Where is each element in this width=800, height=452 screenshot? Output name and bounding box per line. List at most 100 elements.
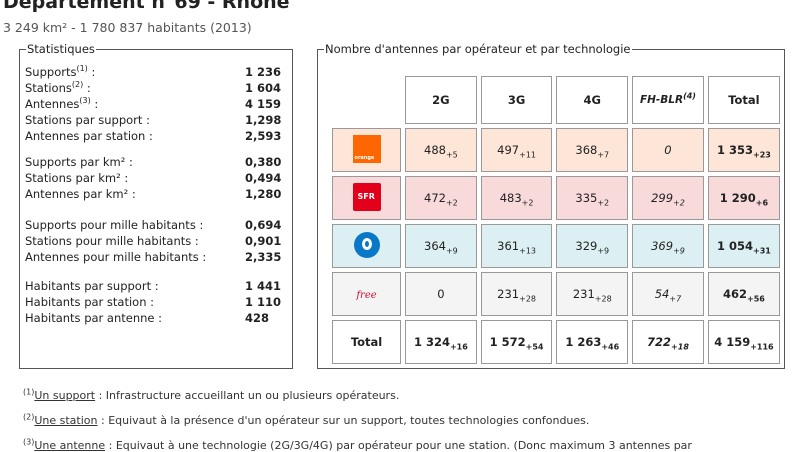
table-cell: 335+2 [556, 176, 629, 220]
stat-value: 0,694 [245, 218, 282, 232]
stat-value: 0,494 [245, 171, 282, 185]
footnote-term: Un support [34, 389, 96, 402]
stat-value: 0,901 [245, 234, 282, 248]
table-cell: 54+7 [632, 272, 704, 316]
table-cell-total: 722+18 [632, 320, 704, 364]
stat-label: Supports par km² : [25, 155, 133, 169]
stat-label: Antennes [25, 97, 80, 111]
orange-logo: orange [332, 128, 402, 172]
stat-label: Antennes par km² : [25, 187, 136, 201]
table-cell: 299+2 [632, 176, 704, 220]
table-cell: 483+2 [480, 176, 553, 220]
stat-label: Antennes par station : [25, 129, 153, 143]
free-logo: free [332, 272, 402, 316]
column-header-fh-blr: FH-BLR(4) [632, 76, 704, 124]
stat-value: 1,298 [245, 113, 282, 127]
antennas-box: Nombre d'antennes par opérateur et par t… [317, 43, 785, 369]
table-cell-total: 1 324+16 [405, 320, 477, 364]
stat-row: Antennes par km² : 1,280 [25, 187, 287, 201]
stat-label: Stations [25, 81, 72, 95]
table-cell-grand-total: 4 159+116 [707, 320, 780, 364]
table-cell: 0 [405, 272, 477, 316]
footnote-ref: (1) [76, 64, 88, 74]
table-cell-total: 462+56 [707, 272, 780, 316]
column-header-2g: 2G [405, 76, 477, 124]
antennas-table: 2G 3G 4G FH-BLR(4) Total orange 488+5 49… [328, 72, 784, 368]
stat-label: Stations pour mille habitants : [25, 234, 199, 248]
column-header-4g: 4G [556, 76, 629, 124]
stat-row: Antennes par station : 2,593 [25, 129, 287, 143]
table-cell-total: 1 054+31 [707, 224, 780, 268]
stat-row-antennes: Antennes(3) : 4 159 [25, 97, 287, 111]
stat-row: Stations par km² : 0,494 [25, 171, 287, 185]
stat-label: Supports pour mille habitants : [25, 218, 204, 232]
stat-label-tail: : [90, 97, 99, 111]
table-cell: 231+28 [556, 272, 629, 316]
stat-row-stations: Stations(2) : 1 604 [25, 81, 287, 95]
table-row-free: free 0 231+28 231+28 54+7 462+56 [332, 272, 780, 316]
stat-value: 1 441 [245, 279, 282, 293]
bouygues-logo [332, 224, 402, 268]
stat-label-tail: : [83, 81, 91, 95]
footnote-ref: (4) [683, 91, 696, 101]
stat-row: Supports par km² : 0,380 [25, 155, 287, 169]
statistics-legend: Statistiques [27, 42, 95, 56]
footnote-2: (2)Une station : Equivaut à la présence … [23, 412, 590, 427]
stat-row: Habitants par support : 1 441 [25, 279, 287, 293]
stat-value: 2,593 [245, 129, 282, 143]
table-cell: 329+9 [556, 224, 629, 268]
stat-row-supports: Supports(1) : 1 236 [25, 65, 287, 79]
table-row-bouygues: 364+9 361+13 329+9 369+9 1 054+31 [332, 224, 780, 268]
stat-label: Stations par km² : [25, 171, 129, 185]
table-row-sfr: SFR 472+2 483+2 335+2 299+2 1 290+6 [332, 176, 780, 220]
stat-row: Stations par support : 1,298 [25, 113, 287, 127]
footnote-3: (3)Une antenne : Equivaut à une technolo… [23, 437, 692, 452]
stat-value: 1 236 [245, 65, 282, 79]
footnote-term: Une antenne [34, 439, 106, 452]
footnote-term: Une station [34, 414, 98, 427]
stat-label: Habitants par antenne : [25, 311, 163, 325]
table-cell: 231+28 [480, 272, 553, 316]
total-row-label: Total [332, 320, 402, 364]
table-cell: 361+13 [480, 224, 553, 268]
stat-row: Antennes pour mille habitants : 2,335 [25, 250, 287, 264]
table-cell: 368+7 [556, 128, 629, 172]
table-cell-total: 1 353+23 [707, 128, 780, 172]
stat-label: Habitants par support : [25, 279, 159, 293]
table-row-orange: orange 488+5 497+11 368+7 0 1 353+23 [332, 128, 780, 172]
stat-label: Stations par support : [25, 113, 150, 127]
table-cell: 0 [632, 128, 704, 172]
table-cell: 364+9 [405, 224, 477, 268]
footnote-ref: (3) [79, 96, 91, 106]
sfr-logo: SFR [332, 176, 402, 220]
footnote-1: (1)Un support : Infrastructure accueilla… [23, 387, 400, 402]
stat-value: 0,380 [245, 155, 282, 169]
stat-row: Stations pour mille habitants : 0,901 [25, 234, 287, 248]
table-cell-total: 1 263+46 [556, 320, 629, 364]
stat-value: 4 159 [245, 97, 282, 111]
antennas-legend: Nombre d'antennes par opérateur et par t… [325, 42, 631, 56]
page-subtitle: 3 249 km² - 1 780 837 habitants (2013) [3, 20, 252, 35]
stat-label: Supports [25, 65, 77, 79]
stat-value: 1,280 [245, 187, 282, 201]
stat-value: 428 [245, 311, 270, 325]
table-row-total: Total 1 324+16 1 572+54 1 263+46 722+18 … [332, 320, 780, 364]
stat-value: 2,335 [245, 250, 282, 264]
table-cell-total: 1 572+54 [480, 320, 553, 364]
table-cell: 472+2 [405, 176, 477, 220]
column-header-total: Total [707, 76, 780, 124]
stat-label: Antennes pour mille habitants : [25, 250, 207, 264]
stat-value: 1 110 [245, 295, 282, 309]
footnote-ref: (2) [71, 80, 84, 90]
table-cell: 369+9 [632, 224, 704, 268]
table-cell: 497+11 [480, 128, 553, 172]
statistics-box: Statistiques Supports(1) : 1 236 Station… [19, 43, 293, 369]
table-cell: 488+5 [405, 128, 477, 172]
stat-row: Supports pour mille habitants : 0,694 [25, 218, 287, 232]
stat-label: Habitants par station : [25, 295, 155, 309]
stat-label-tail: : [87, 65, 96, 79]
stat-row: Habitants par station : 1 110 [25, 295, 287, 309]
page-title: Département n°69 - Rhône [3, 0, 290, 13]
stat-row: Habitants par antenne : 428 [25, 311, 287, 325]
stat-value: 1 604 [245, 81, 282, 95]
